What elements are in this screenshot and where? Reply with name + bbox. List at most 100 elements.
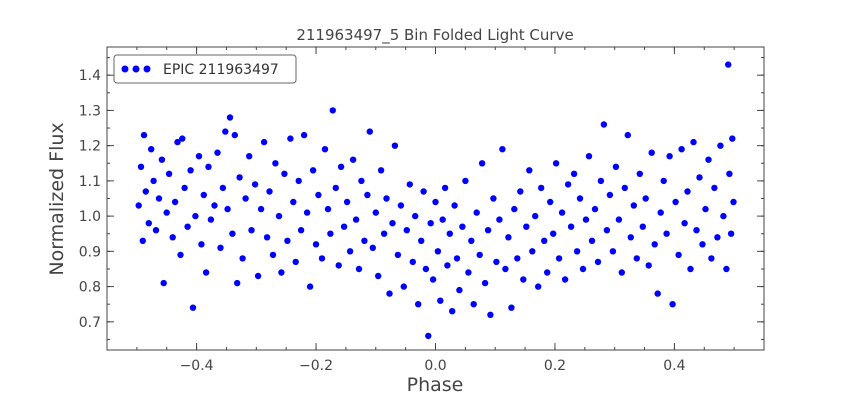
data-point-1-214 <box>729 135 736 142</box>
data-point-1-83 <box>358 177 365 185</box>
data-point-1-131 <box>487 311 494 318</box>
data-point-1-122 <box>462 177 469 185</box>
data-point-1-49 <box>260 138 268 146</box>
data-point-1-158 <box>567 223 575 230</box>
data-point-1-11 <box>158 156 166 163</box>
data-point-1-96 <box>394 251 402 259</box>
data-point-1-188 <box>657 209 664 216</box>
data-point-1-38 <box>229 230 236 237</box>
y-tick-label-5: 1.1 <box>79 174 101 190</box>
data-point-1-113 <box>439 216 446 223</box>
legend-box <box>113 54 297 84</box>
data-point-1-168 <box>597 177 605 185</box>
data-point-1-39 <box>231 131 238 139</box>
data-point-1-174 <box>615 216 623 223</box>
data-point-1-199 <box>690 138 697 146</box>
data-point-1-102 <box>412 212 419 220</box>
data-point-1-110 <box>432 198 439 206</box>
x-tick-label-1: −0.4 <box>180 358 214 374</box>
data-point-1-125 <box>470 301 477 308</box>
data-point-1-160 <box>573 248 581 255</box>
data-point-1-98 <box>400 283 407 290</box>
data-point-1-6 <box>145 220 152 227</box>
legend-marker-3 <box>143 65 151 73</box>
y-tick-label-6: 1.2 <box>79 139 101 155</box>
data-point-1-37 <box>226 114 234 121</box>
data-point-1-60 <box>292 258 299 266</box>
data-point-1-80 <box>349 156 357 163</box>
data-point-1-133 <box>493 258 500 266</box>
data-point-1-41 <box>236 174 243 181</box>
y-tick-label-4: 1.0 <box>79 209 101 225</box>
data-point-1-70 <box>321 146 329 153</box>
data-point-1-72 <box>327 230 334 237</box>
data-point-1-73 <box>329 107 336 114</box>
data-point-1-197 <box>684 188 691 195</box>
data-point-1-28 <box>202 269 210 276</box>
data-point-1-192 <box>669 301 676 308</box>
data-point-1-183 <box>642 195 649 202</box>
data-point-1-135 <box>499 146 506 153</box>
data-point-1-193 <box>672 198 679 206</box>
data-point-1-169 <box>600 121 608 128</box>
legend: EPIC 211963497 <box>113 54 297 84</box>
data-point-1-34 <box>219 184 227 192</box>
data-point-1-95 <box>391 142 399 149</box>
data-point-1-43 <box>242 195 249 202</box>
data-point-1-189 <box>660 177 667 185</box>
data-point-1-165 <box>588 237 596 244</box>
data-point-1-164 <box>585 153 593 160</box>
data-point-1-15 <box>169 234 176 241</box>
data-point-1-92 <box>383 195 390 202</box>
data-point-1-126 <box>473 209 480 216</box>
data-point-1-152 <box>550 230 557 237</box>
data-point-1-58 <box>287 135 294 142</box>
data-point-1-13 <box>163 209 170 216</box>
data-point-1-190 <box>663 230 670 237</box>
data-point-1-200 <box>693 227 700 234</box>
data-point-1-185 <box>648 149 655 156</box>
data-point-1-128 <box>478 160 486 167</box>
data-point-1-55 <box>278 269 285 276</box>
data-point-1-24 <box>192 212 199 220</box>
y-tick-label-8: 1.4 <box>79 68 101 84</box>
data-point-1-25 <box>195 153 203 160</box>
data-point-1-138 <box>508 304 515 311</box>
data-point-1-117 <box>449 308 456 315</box>
data-point-1-149 <box>541 237 548 244</box>
data-point-1-31 <box>211 202 218 209</box>
data-point-1-194 <box>675 251 682 259</box>
data-point-1-130 <box>484 227 492 234</box>
data-point-1-195 <box>678 146 685 153</box>
data-point-1-40 <box>234 279 241 287</box>
data-point-1-47 <box>254 272 262 280</box>
data-point-1-71 <box>324 205 332 213</box>
data-point-1-159 <box>570 170 578 177</box>
data-point-1-120 <box>456 286 463 294</box>
data-point-1-211 <box>725 61 732 68</box>
data-point-1-116 <box>446 230 453 237</box>
data-point-1-204 <box>705 156 712 163</box>
data-point-1-143 <box>523 223 530 230</box>
data-point-1-93 <box>386 290 393 297</box>
data-point-1-205 <box>708 255 715 262</box>
data-point-1-166 <box>591 205 599 213</box>
data-point-1-201 <box>696 174 703 181</box>
data-point-1-162 <box>579 265 587 273</box>
data-point-1-161 <box>576 195 584 202</box>
data-point-1-59 <box>290 198 297 206</box>
data-point-1-90 <box>377 167 385 174</box>
data-point-1-137 <box>505 234 512 241</box>
data-point-1-207 <box>714 234 721 241</box>
data-point-1-198 <box>687 265 694 273</box>
data-point-1-215 <box>730 198 737 206</box>
data-point-1-21 <box>184 223 191 230</box>
data-point-1-132 <box>490 195 497 202</box>
data-point-1-56 <box>281 170 288 177</box>
data-point-1-151 <box>547 198 554 206</box>
data-point-1-142 <box>520 276 527 283</box>
data-point-1-176 <box>621 184 628 192</box>
data-point-1-76 <box>337 163 345 170</box>
data-point-1-45 <box>248 227 255 234</box>
